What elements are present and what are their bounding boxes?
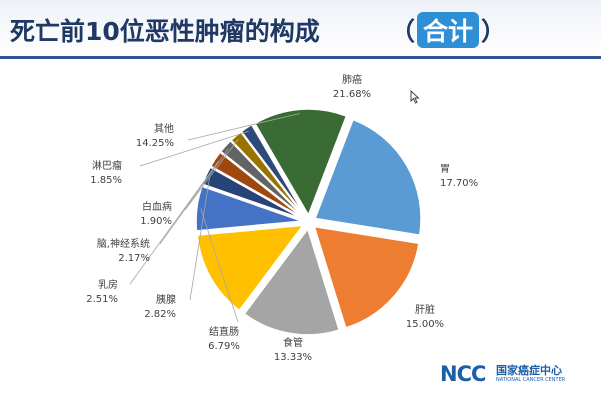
logo-name-cn: 国家癌症中心 (496, 364, 562, 377)
slice-percent-label: 1.85% (90, 175, 122, 186)
leader-line (129, 161, 219, 285)
slice-percent-label: 2.51% (86, 294, 118, 305)
slice-percent-label: 14.25% (136, 138, 174, 149)
leader-line (200, 208, 239, 323)
pie-slice (230, 130, 306, 218)
slice-percent-label: 2.82% (144, 309, 176, 320)
mouse-cursor-icon (410, 90, 420, 104)
slice-label: 食管 (283, 336, 303, 349)
title-suffix: （合计） (390, 12, 506, 48)
page-title-text: 死亡前10位恶性肿瘤的构成 (10, 17, 320, 46)
page-title: 死亡前10位恶性肿瘤的构成 (10, 12, 320, 48)
pie-slice (253, 108, 348, 217)
slice-percent-label: 1.90% (140, 216, 172, 227)
slice-label: 胃 (440, 163, 450, 175)
pie-slice (195, 185, 303, 232)
pie-slice (313, 225, 420, 329)
title-open-paren: （ (390, 17, 416, 46)
slice-percent-label: 2.17% (118, 253, 150, 264)
slice-label: 乳房 (98, 278, 118, 291)
leader-line (187, 112, 301, 141)
slice-label: 肝脏 (415, 303, 435, 316)
slice-label: 淋巴瘤 (92, 159, 122, 172)
leader-line (139, 130, 249, 167)
pie-slice (196, 224, 305, 312)
slice-percent-label: 21.68% (333, 89, 371, 100)
pie-slice (219, 139, 305, 218)
ncc-logo: NCC 国家癌症中心 NATIONAL CANCER CENTER (440, 360, 590, 390)
slice-label: 白血病 (142, 200, 172, 213)
slice-label: 肺癌 (342, 73, 362, 86)
pie-slice (314, 118, 422, 237)
slice-label: 胰腺 (156, 293, 176, 306)
leader-line (159, 148, 229, 245)
slice-label: 脑,神经系统 (97, 237, 150, 250)
title-close-paren: ） (481, 17, 507, 46)
logo-mark: NCC (440, 362, 486, 386)
leader-line (184, 138, 239, 211)
pie-slice (243, 227, 341, 336)
slice-label: 结直肠 (209, 325, 239, 338)
slice-percent-label: 17.70% (440, 178, 478, 189)
leader-line (189, 177, 211, 301)
pie-slice (209, 151, 304, 219)
slice-label: 其他 (154, 122, 174, 135)
header-band (0, 0, 601, 58)
header-divider (0, 56, 601, 59)
slice-percent-label: 6.79% (208, 341, 240, 352)
slice-percent-label: 15.00% (406, 319, 444, 330)
title-badge: 合计 (417, 12, 480, 48)
slice-percent-label: 13.33% (274, 352, 312, 363)
logo-name-en: NATIONAL CANCER CENTER (496, 377, 566, 383)
